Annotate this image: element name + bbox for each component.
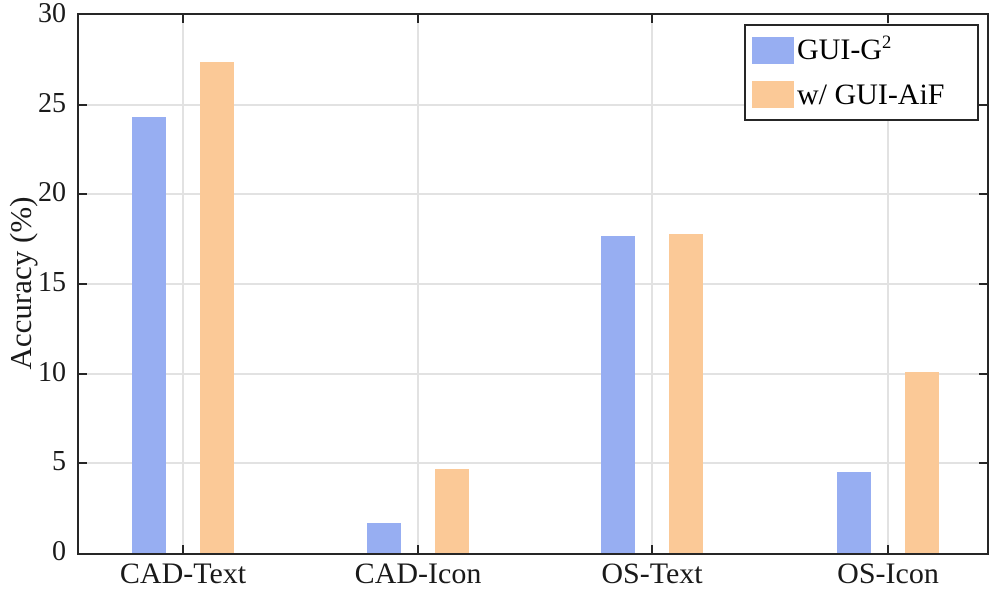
- y-tick-mark-right: [979, 462, 987, 465]
- gridline-horizontal: [79, 372, 987, 375]
- x-tick-mark-top: [182, 15, 184, 23]
- x-tick-label-OS-Text: OS-Text: [601, 557, 703, 590]
- x-tick-mark-bottom: [417, 545, 419, 553]
- bar-CAD-Icon-w/ GUI-AiF: [435, 469, 469, 553]
- y-tick-mark-right: [979, 283, 987, 285]
- bar-OS-Icon-w/ GUI-AiF: [905, 372, 939, 553]
- gridline-vertical: [417, 15, 419, 553]
- y-tick-label: 15: [38, 266, 66, 298]
- y-tick-label: 5: [52, 446, 66, 478]
- gridline-horizontal: [79, 103, 987, 106]
- y-tick-label: 10: [38, 356, 66, 388]
- gridline-horizontal: [79, 462, 987, 465]
- x-tick-label-CAD-Icon: CAD-Icon: [354, 557, 482, 590]
- y-tick-mark-left: [79, 193, 87, 196]
- gridline-vertical: [887, 15, 889, 553]
- y-tick-mark-left: [79, 283, 87, 285]
- legend-swatch-w/ GUI-AiF: [752, 81, 794, 109]
- gridline-horizontal: [79, 193, 987, 196]
- legend-entry-GUI-G2: GUI-G2: [746, 28, 977, 72]
- bar-OS-Text-w/ GUI-AiF: [669, 234, 703, 553]
- bar-CAD-Text-GUI-G2: [132, 117, 166, 553]
- bar-OS-Text-GUI-G2: [601, 236, 635, 553]
- legend: GUI-G2 w/ GUI-AiF: [744, 24, 979, 121]
- y-tick-mark-right: [979, 103, 987, 106]
- gridline-vertical: [651, 15, 653, 553]
- x-tick-mark-top: [651, 15, 653, 23]
- legend-label-superscript: 2: [881, 32, 892, 54]
- y-tick-mark-left: [79, 372, 87, 375]
- y-tick-mark-right: [979, 193, 987, 196]
- bar-CAD-Icon-GUI-G2: [367, 523, 401, 553]
- x-tick-mark-bottom: [887, 545, 889, 553]
- gridline-vertical: [182, 15, 184, 553]
- x-tick-label-OS-Icon: OS-Icon: [837, 557, 939, 590]
- gridline-horizontal: [79, 283, 987, 285]
- y-tick-label: 0: [52, 535, 66, 567]
- legend-swatch-GUI-G2: [752, 36, 794, 64]
- x-tick-mark-top: [417, 15, 419, 23]
- y-tick-label: 30: [38, 0, 66, 29]
- bar-CAD-Text-w/ GUI-AiF: [200, 62, 234, 553]
- x-tick-mark-bottom: [182, 545, 184, 553]
- y-tick-label: 20: [38, 177, 66, 209]
- y-tick-mark-left: [79, 462, 87, 465]
- legend-entry-w/ GUI-AiF: w/ GUI-AiF: [746, 73, 977, 117]
- legend-label-w/ GUI-AiF: w/ GUI-AiF: [797, 77, 945, 111]
- x-tick-label-CAD-Text: CAD-Text: [119, 557, 247, 590]
- x-tick-mark-bottom: [651, 545, 653, 553]
- x-tick-mark-top: [887, 15, 889, 23]
- y-tick-label: 25: [38, 87, 66, 119]
- legend-label-GUI-G2: GUI-G2: [797, 32, 892, 67]
- y-tick-mark-right: [979, 372, 987, 375]
- y-tick-mark-left: [79, 103, 87, 106]
- bar-OS-Icon-GUI-G2: [837, 472, 871, 553]
